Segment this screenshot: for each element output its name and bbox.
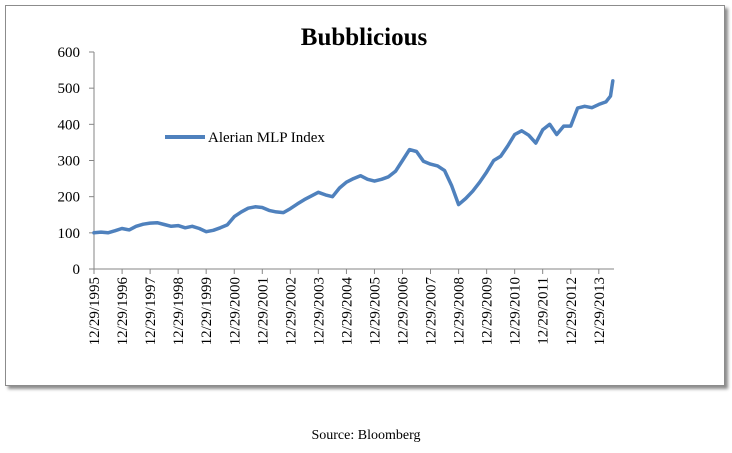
x-tick-label: 12/29/2001 bbox=[255, 277, 271, 345]
x-tick-label: 12/29/2004 bbox=[339, 277, 355, 346]
x-tick-label: 12/29/2009 bbox=[480, 277, 496, 345]
x-tick-label: 12/29/2011 bbox=[536, 277, 552, 345]
x-tick-label: 12/29/2008 bbox=[452, 277, 468, 345]
x-tick-label: 12/29/2002 bbox=[283, 277, 299, 345]
y-tick-label: 600 bbox=[58, 45, 81, 61]
x-tick-label: 12/29/2005 bbox=[367, 277, 383, 345]
legend: Alerian MLP Index bbox=[165, 130, 325, 146]
line-chart: Bubblicious 0 100 200 300 400 500 600 12/29/199… bbox=[58, 24, 615, 346]
legend-label: Alerian MLP Index bbox=[208, 130, 325, 146]
x-tick-label: 12/29/1998 bbox=[171, 277, 187, 345]
x-tick-label: 12/29/1999 bbox=[199, 277, 215, 345]
x-tick-label: 12/29/1997 bbox=[143, 277, 159, 346]
y-tick-label: 300 bbox=[58, 154, 81, 170]
y-tick-label: 200 bbox=[58, 190, 81, 206]
y-tick-label: 500 bbox=[58, 81, 81, 97]
x-tick-label: 12/29/2013 bbox=[592, 277, 608, 345]
y-tick-label: 0 bbox=[73, 262, 81, 278]
x-tick-label: 12/29/2010 bbox=[508, 277, 524, 345]
x-tick-label: 12/29/2007 bbox=[424, 277, 440, 346]
source-note: Source: Bloomberg bbox=[311, 428, 421, 443]
series-layer bbox=[92, 79, 615, 235]
x-tick-label: 12/29/1996 bbox=[115, 277, 131, 346]
x-tick-label: 12/29/2003 bbox=[311, 277, 327, 345]
series-line bbox=[92, 79, 615, 235]
y-tick-label: 100 bbox=[58, 226, 81, 242]
x-tick-label: 12/29/2006 bbox=[395, 277, 411, 346]
chart-frame bbox=[5, 5, 725, 386]
y-tick-label: 400 bbox=[58, 117, 81, 133]
chart-title: Bubblicious bbox=[301, 24, 428, 51]
x-tick-label: 12/29/2012 bbox=[564, 277, 580, 345]
x-tick-label: 12/29/1995 bbox=[87, 277, 103, 345]
x-tick-label: 12/29/2000 bbox=[227, 277, 243, 345]
